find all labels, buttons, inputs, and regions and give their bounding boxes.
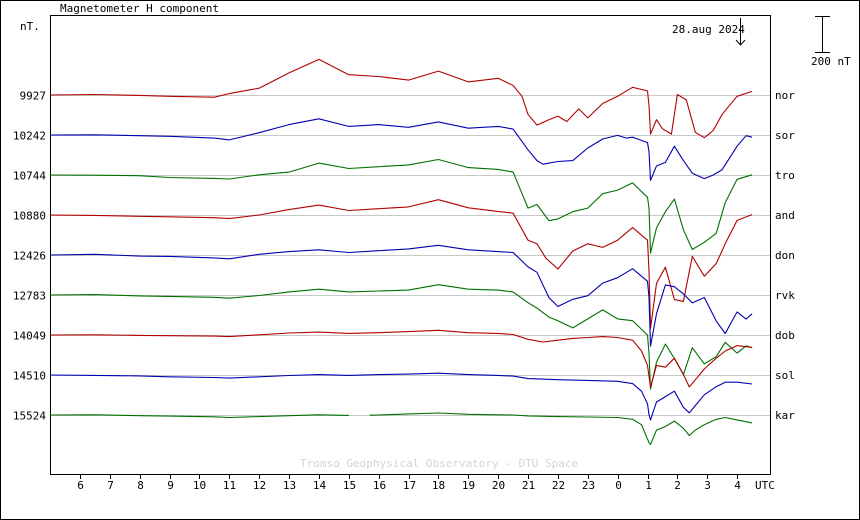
- series-line-don: [49, 244, 753, 347]
- station-label-sol: sol: [775, 369, 795, 382]
- x-tick-label: 16: [373, 479, 386, 492]
- baseline-value-sor: 10242: [13, 130, 46, 143]
- baseline-value-don: 12426: [13, 250, 46, 263]
- series-line-nor: [49, 58, 753, 139]
- x-tick-label: 8: [137, 479, 144, 492]
- series-layer: nor sor tro and don rvk dob sol kar: [49, 58, 795, 446]
- date-marker: 28.aug 2024: [672, 18, 746, 46]
- date-label: 28.aug 2024: [672, 23, 745, 36]
- x-tick-label: 19: [462, 479, 475, 492]
- x-tick-label: 10: [193, 479, 206, 492]
- chart-title: Magnetometer H component: [60, 2, 219, 15]
- series-line-tro: [49, 158, 753, 254]
- x-axis-ticks: 6 7 8 9 10 11 12 13 14 15 16 17 18 19 20 21 22 23 0 1 2 3 4: [77, 474, 741, 492]
- x-tick-label: 13: [283, 479, 296, 492]
- x-tick-label: 9: [167, 479, 174, 492]
- baseline-value-nor: 9927: [20, 90, 47, 103]
- station-label-nor: nor: [775, 89, 795, 102]
- x-tick-label: 15: [343, 479, 356, 492]
- baseline-value-sol: 14510: [13, 370, 46, 383]
- x-tick-label: 17: [403, 479, 416, 492]
- series-line-dob: [49, 329, 753, 388]
- series-line-sol: [49, 372, 753, 421]
- x-tick-label: 3: [704, 479, 711, 492]
- series-line-and: [49, 199, 753, 329]
- x-tick-label: 12: [253, 479, 266, 492]
- credit-text: Tromso Geophysical Observatory - DTU Spa…: [300, 457, 578, 470]
- station-label-dob: dob: [775, 329, 795, 342]
- scale-bar: 200 nT: [811, 16, 851, 68]
- x-tick-label: 4: [734, 479, 741, 492]
- x-tick-label: 1: [645, 479, 652, 492]
- x-tick-label: 22: [552, 479, 565, 492]
- station-label-tro: tro: [775, 169, 795, 182]
- station-label-rvk: rvk: [775, 289, 795, 302]
- x-tick-label: 0: [615, 479, 622, 492]
- series-line-rvk: [49, 284, 753, 390]
- date-marker-arrow-head: [735, 39, 746, 46]
- grid-layer: 9927 10242 10744 10880 12426 12783 14049 14510 1…: [13, 90, 770, 423]
- x-tick-label: 18: [432, 479, 445, 492]
- x-tick-label: 20: [492, 479, 505, 492]
- series-line-sor: [49, 118, 753, 181]
- x-tick-label: 23: [582, 479, 595, 492]
- station-label-and: and: [775, 209, 795, 222]
- series-line-kar: [49, 412, 753, 446]
- station-label-kar: kar: [775, 409, 795, 422]
- station-label-sor: sor: [775, 129, 795, 142]
- x-tick-label: 11: [223, 479, 236, 492]
- baseline-value-tro: 10744: [13, 170, 46, 183]
- baseline-value-kar: 15524: [13, 410, 46, 423]
- x-tick-label: 2: [674, 479, 681, 492]
- x-tick-label: 6: [77, 479, 84, 492]
- plot-frame: [50, 15, 771, 475]
- baseline-value-and: 10880: [13, 210, 46, 223]
- station-label-don: don: [775, 249, 795, 262]
- baseline-value-dob: 14049: [13, 330, 46, 343]
- scale-bar-label: 200 nT: [811, 55, 851, 68]
- baseline-value-rvk: 12783: [13, 290, 46, 303]
- x-axis-label: UTC: [755, 479, 775, 492]
- x-tick-label: 7: [107, 479, 114, 492]
- unit-label: nT.: [20, 20, 40, 33]
- x-tick-label: 21: [522, 479, 535, 492]
- x-tick-label: 14: [313, 479, 327, 492]
